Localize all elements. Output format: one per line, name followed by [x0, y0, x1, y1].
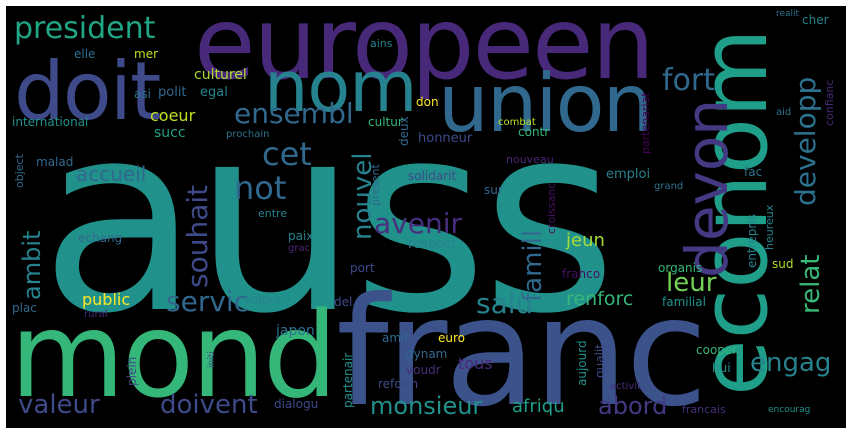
- word-grac: grac: [288, 243, 311, 254]
- word-dialogu: dialogu: [274, 397, 319, 411]
- word-echang: echang: [78, 231, 123, 245]
- word-francais: francais: [682, 403, 726, 416]
- word-public: public: [82, 290, 131, 309]
- word-franco: franco: [562, 267, 601, 281]
- word-solidarit: solidarit: [408, 169, 457, 183]
- word-valeur: valeur: [18, 390, 100, 420]
- word-ambit: ambit: [18, 230, 46, 300]
- word-salu: salu: [476, 287, 534, 320]
- word-entrepris: entrepris: [745, 214, 759, 268]
- word-asi: asi: [134, 87, 151, 101]
- word-polit: polit: [158, 85, 187, 100]
- word-cet: cet: [262, 135, 312, 173]
- word-object: object: [13, 154, 26, 188]
- word-qualit: qualit: [593, 344, 607, 378]
- word-engag: engag: [750, 348, 832, 378]
- word-del: del: [334, 295, 353, 309]
- word-nouveau: nouveau: [506, 153, 554, 166]
- word-rural: rural: [84, 309, 108, 320]
- word-japon: japon: [276, 323, 315, 339]
- word-familial: familial: [662, 295, 706, 309]
- word-fac: fac: [744, 165, 763, 179]
- word-accueil: accueil: [76, 162, 147, 186]
- word-relat: relat: [796, 254, 826, 314]
- word-mer: mer: [134, 47, 159, 61]
- word-partenair: partenair: [341, 352, 355, 408]
- word-entre: entre: [258, 207, 288, 220]
- word-elle: elle: [74, 47, 96, 61]
- word-doit: doit: [14, 45, 161, 138]
- word-president: president: [14, 11, 156, 46]
- word-grand: grand: [654, 181, 684, 192]
- word-encourag: encourag: [768, 405, 811, 415]
- word-partenariat: partenariat: [639, 92, 652, 154]
- word-aujourd: aujourd: [575, 340, 589, 386]
- word-paix: paix: [288, 229, 314, 243]
- word-afriqu: afriqu: [512, 396, 565, 417]
- word-croissanc: croissanc: [545, 182, 558, 234]
- word-amit: amit: [382, 331, 410, 345]
- word-combat: combat: [498, 117, 536, 128]
- word-deux: deux: [397, 116, 411, 146]
- word-not: not: [234, 169, 287, 207]
- word-culturel: culturel: [194, 67, 247, 83]
- word-mond: mond: [10, 286, 338, 424]
- word-contr: contr: [518, 125, 550, 139]
- word-auss: auss: [40, 69, 617, 371]
- word-monsieur: monsieur: [370, 392, 483, 420]
- word-emploi: emploi: [606, 167, 651, 182]
- word-plac: plac: [12, 301, 37, 315]
- word-franc: franc: [336, 266, 708, 428]
- word-aid: aid: [776, 107, 792, 118]
- word-plein: plein: [125, 356, 139, 386]
- word-renforc: renforc: [566, 288, 634, 310]
- word-coeur: coeur: [150, 106, 196, 125]
- word-hui: hui: [712, 361, 731, 375]
- word-europeen: europeen: [194, 6, 655, 102]
- word-cloud: auss franc mond econom europeen doit uni…: [6, 6, 846, 428]
- word-present: present: [369, 164, 382, 206]
- word-don: don: [416, 95, 439, 109]
- word-devon: devon: [673, 98, 741, 278]
- word-confianc: confianc: [823, 79, 836, 126]
- word-organis: organis: [658, 261, 703, 275]
- word-leur: leur: [666, 268, 717, 298]
- word-activit: activit: [610, 381, 641, 392]
- word-honneur: honneur: [418, 131, 473, 146]
- word-euro: euro: [438, 331, 465, 345]
- word-union: union: [438, 57, 653, 150]
- word-malad: malad: [36, 155, 74, 169]
- word-dynam: dynam: [406, 347, 448, 361]
- word-cooper: cooper: [696, 343, 738, 357]
- word-fort: fort: [662, 63, 716, 98]
- word-sur: sur: [484, 183, 503, 197]
- word-sud: sud: [772, 257, 794, 271]
- word-ains: ains: [370, 37, 393, 50]
- word-international: international: [12, 115, 89, 129]
- word-voudr: voudr: [406, 363, 441, 377]
- word-port: port: [350, 261, 375, 275]
- word-initi: initi: [207, 351, 217, 368]
- word-aven: avenir: [374, 207, 462, 240]
- word-heureux: heureux: [763, 204, 776, 250]
- word-developp: developp: [789, 76, 822, 206]
- word-jeun: jeun: [566, 230, 605, 251]
- word-realit: realit: [776, 9, 800, 19]
- word-cher: cher: [802, 13, 829, 27]
- word-nom: nom: [264, 46, 417, 128]
- word-egal: egal: [200, 85, 228, 100]
- word-doivent: doivent: [160, 390, 258, 420]
- word-prochain: prochain: [226, 129, 270, 140]
- word-ensembl: ensembl: [234, 97, 354, 130]
- word-succ: succ: [154, 125, 186, 141]
- word-cultur: cultur: [368, 115, 403, 129]
- word-abord: abord: [598, 392, 668, 420]
- word-volont: volont: [244, 293, 282, 307]
- word-souhait: souhait: [181, 184, 214, 288]
- word-respect: respect: [408, 237, 457, 252]
- word-servic: servic: [166, 285, 250, 318]
- word-reform: reform: [378, 377, 419, 391]
- word-tous: tous: [458, 354, 493, 373]
